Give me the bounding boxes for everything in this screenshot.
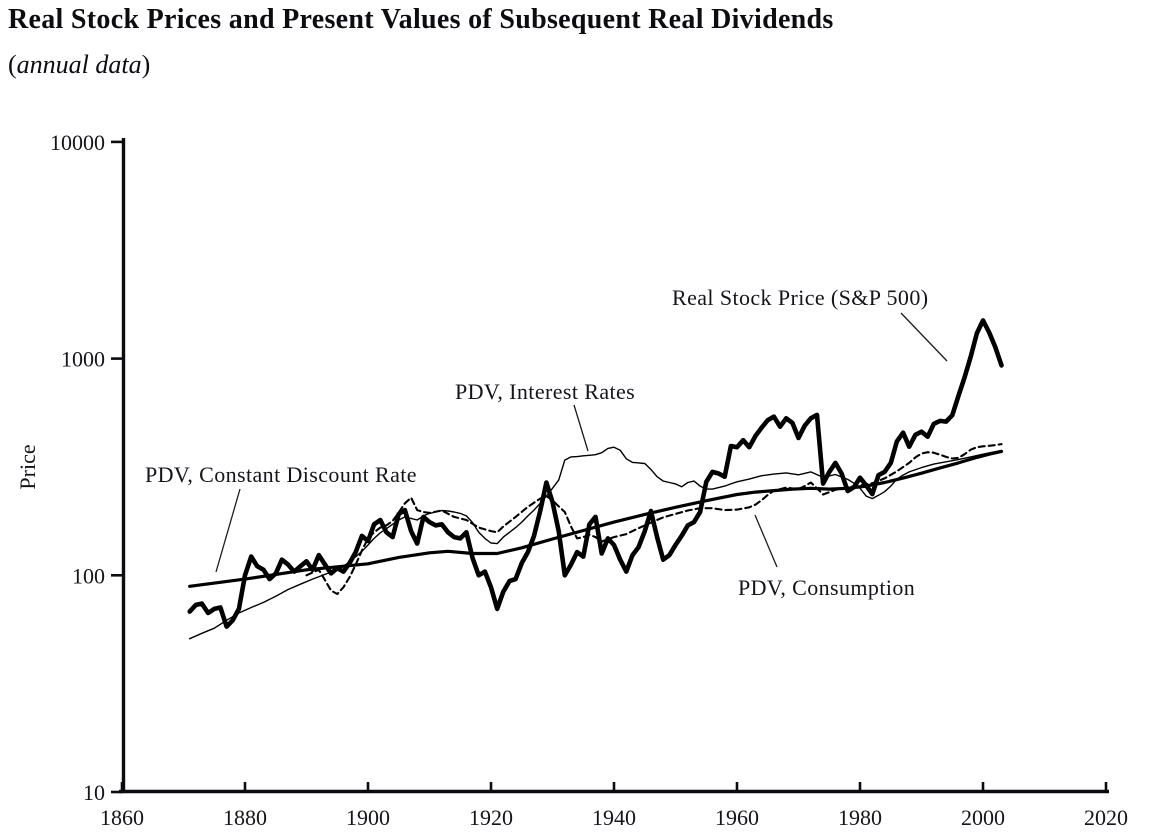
y-tick-label: 1000 <box>61 347 105 372</box>
x-tick-label: 1960 <box>715 805 759 830</box>
annotation-real-stock-price-label: Real Stock Price (S&P 500) <box>672 285 928 310</box>
y-axis-title: Price <box>15 444 40 489</box>
x-tick-label: 1860 <box>100 805 144 830</box>
annotation-pdv-interest-rates-label: PDV, Interest Rates <box>455 379 635 404</box>
annotation-pdv-constant-discount-rate-label: PDV, Constant Discount Rate <box>145 462 417 487</box>
x-tick-label: 2000 <box>961 805 1005 830</box>
x-ticks: 1860 1880 1900 1920 1940 1960 1980 2000 2020 <box>100 782 1128 830</box>
plot-series <box>187 318 1004 640</box>
x-tick-label: 1900 <box>346 805 390 830</box>
annotation-pdv-constant-discount-rate: PDV, Constant Discount Rate <box>145 462 417 573</box>
x-tick-label: 1980 <box>838 805 882 830</box>
annotation-pdv-constant-discount-rate-pointer <box>215 488 241 573</box>
annotation-pdv-consumption-pointer <box>754 514 778 568</box>
annotation-pdv-consumption: PDV, Consumption <box>738 514 915 600</box>
x-tick-label: 1880 <box>223 805 267 830</box>
annotation-pdv-interest-rates-pointer <box>573 404 589 452</box>
subtitle-open-paren: ( <box>8 50 17 79</box>
y-axis: 10 100 1000 10000 Price <box>15 130 126 805</box>
figure-subtitle: (annual data) <box>8 50 150 80</box>
annotation-real-stock-price-pointer <box>900 312 948 362</box>
series-pdv-constant-discount-rate <box>188 449 1004 588</box>
y-tick-label: 10 <box>83 780 105 805</box>
x-axis: 1860 1880 1900 1920 1940 1960 1980 2000 2020 <box>100 782 1128 830</box>
y-tick-label: 10000 <box>50 130 105 155</box>
figure-title: Real Stock Prices and Present Values of … <box>8 4 834 35</box>
annotation-pdv-interest-rates: PDV, Interest Rates <box>455 379 635 452</box>
x-tick-label: 1940 <box>592 805 636 830</box>
series-real-stock-price <box>187 318 1004 629</box>
y-ticks: 10 100 1000 10000 <box>50 130 123 805</box>
annotation-pdv-consumption-label: PDV, Consumption <box>738 575 915 600</box>
subtitle-close-paren: ) <box>141 50 151 79</box>
annotation-real-stock-price: Real Stock Price (S&P 500) <box>672 285 948 362</box>
x-tick-label: 1920 <box>469 805 513 830</box>
subtitle-text: annual data <box>16 50 142 79</box>
x-tick-label: 2020 <box>1084 805 1128 830</box>
y-tick-label: 100 <box>72 563 105 588</box>
